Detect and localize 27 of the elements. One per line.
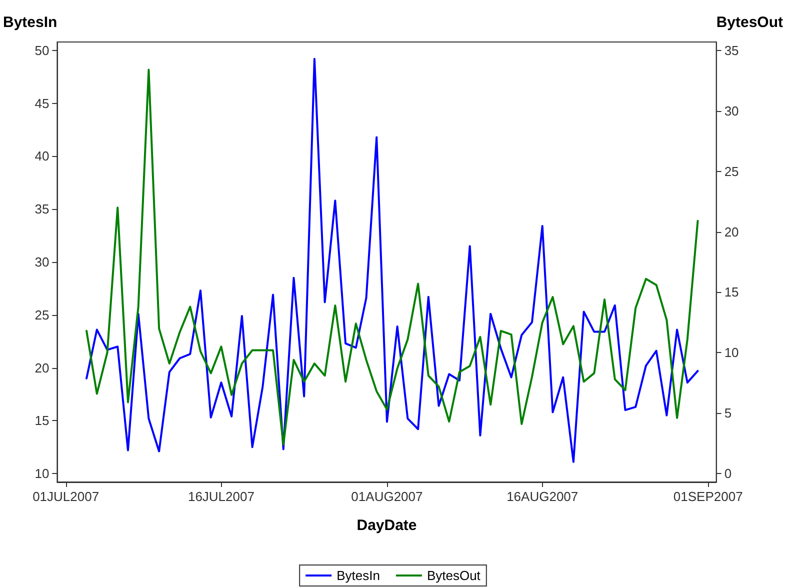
y2-tick-label: 15 [724, 284, 739, 300]
y-tick-label: 40 [34, 148, 50, 164]
y2-tick-label: 20 [724, 224, 739, 240]
x-tick-label: 01SEP2007 [673, 489, 743, 504]
y-tick-label: 25 [34, 307, 50, 322]
x-tick-label: 16AUG2007 [506, 489, 578, 504]
x-tick-label: 01JUL2007 [32, 489, 100, 504]
y2-tick-label: 0 [724, 466, 732, 482]
y-tick-label: 45 [34, 96, 50, 111]
y-tick-label: 50 [34, 42, 50, 58]
y-axis-title: BytesIn [2, 14, 58, 31]
x-tick-label: 01AUG2007 [351, 489, 423, 504]
y2-tick-label: 5 [724, 406, 732, 421]
y2-tick-label: 10 [724, 345, 739, 360]
x-tick-label: 16JUL2007 [188, 489, 254, 504]
y-tick-label: 10 [34, 466, 50, 482]
x-axis-title: DayDate [356, 517, 417, 534]
y2-tick-label: 25 [724, 164, 739, 179]
y-tick-label: 35 [34, 202, 50, 217]
y-tick-label: 15 [34, 413, 50, 428]
y-tick-label: 20 [34, 360, 50, 376]
y-tick-label: 30 [34, 254, 50, 270]
y2-axis-title: BytesOut [716, 14, 784, 31]
y2-tick-label: 30 [724, 103, 739, 118]
y2-tick-label: 35 [724, 42, 739, 58]
legend-label: BytesOut [426, 568, 481, 583]
legend-label: BytesIn [336, 568, 380, 583]
